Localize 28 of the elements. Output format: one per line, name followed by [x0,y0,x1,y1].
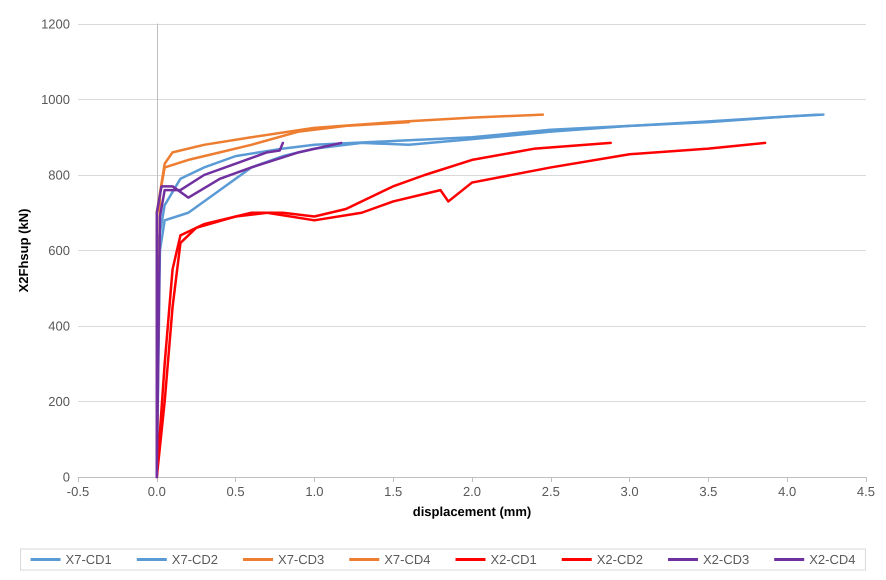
x-axis-title: displacement (mm) [412,504,532,519]
legend-label: X2-CD1 [490,552,537,567]
legend-label: X7-CD3 [278,552,324,567]
x-tick-label: 4.0 [778,484,796,499]
y-tick-label: 1200 [41,16,70,32]
x-tick-label: 2.5 [542,484,560,499]
legend-label: X7-CD4 [384,552,431,567]
legend-label: X2-CD3 [702,552,750,567]
y-tick-label: 1000 [41,92,70,107]
y-tick-label: 400 [48,318,70,334]
x-tick-label: 0.0 [148,484,166,499]
x-tick-label: 1.5 [384,484,402,499]
x-tick-label: -0.5 [66,484,90,499]
x-tick-label: 1.0 [305,484,324,499]
x-tick-label: 3.5 [699,484,718,499]
x-tick-label: 3.0 [620,484,639,499]
y-tick-label: 600 [48,243,70,258]
y-tick-label: 800 [48,168,70,182]
x-tick-label: 0.5 [226,484,245,499]
legend-label: X7-CD1 [66,552,112,567]
legend-label: X7-CD2 [172,552,218,567]
y-tick-label: 200 [48,394,70,409]
y-tick-label: 0 [62,470,70,484]
y-axis-title: X2Fhsup (kN) [16,208,32,292]
legend-label: X2-CD2 [596,552,643,567]
x-tick-label: 2.0 [462,484,482,499]
legend-label: X2-CD4 [809,552,856,567]
x-tick-label: 4.5 [856,484,876,499]
